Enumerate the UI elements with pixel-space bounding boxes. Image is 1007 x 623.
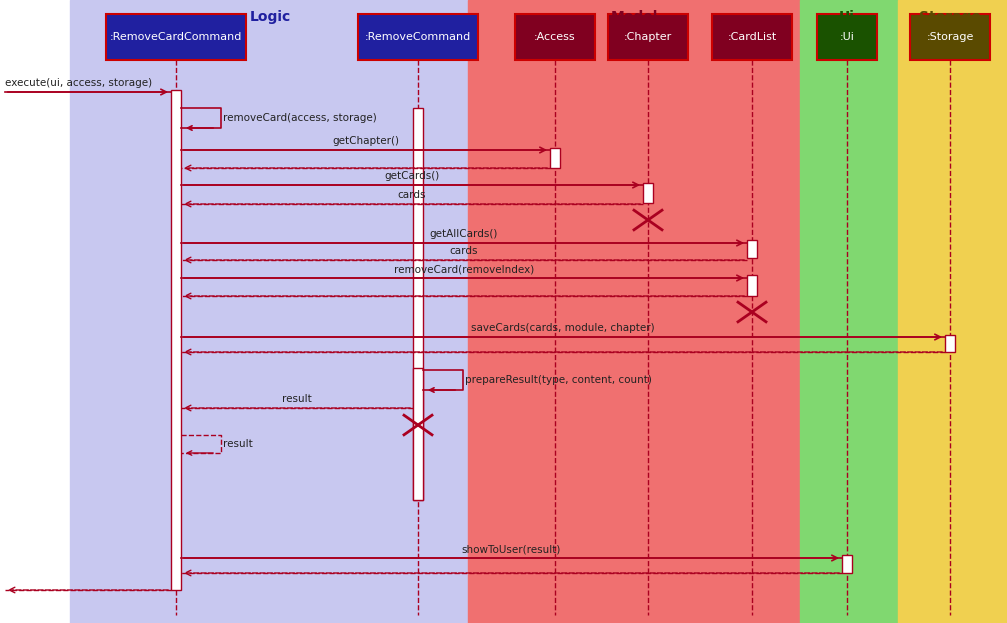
Bar <box>643 183 653 203</box>
Text: :RemoveCardCommand: :RemoveCardCommand <box>110 32 243 42</box>
Bar <box>910 14 990 60</box>
Text: cards: cards <box>450 246 478 256</box>
Text: getCards(): getCards() <box>385 171 440 181</box>
Text: result: result <box>223 439 253 449</box>
Text: getChapter(): getChapter() <box>332 136 399 146</box>
Bar <box>712 14 792 60</box>
Bar <box>817 14 877 60</box>
Text: Model: Model <box>610 10 658 24</box>
Text: Logic: Logic <box>250 10 291 24</box>
Bar <box>747 240 757 258</box>
Text: saveCards(cards, module, chapter): saveCards(cards, module, chapter) <box>471 323 655 333</box>
Bar <box>898 0 1007 623</box>
Text: :Storage: :Storage <box>926 32 974 42</box>
Bar <box>358 14 478 60</box>
Bar <box>171 90 181 590</box>
Bar <box>468 0 800 623</box>
Bar <box>550 148 560 168</box>
Bar <box>945 335 955 352</box>
Text: :Chapter: :Chapter <box>624 32 672 42</box>
Text: removeCard(access, storage): removeCard(access, storage) <box>223 113 377 123</box>
Text: :RemoveCommand: :RemoveCommand <box>365 32 471 42</box>
Text: Ui: Ui <box>839 10 855 24</box>
Text: execute(ui, access, storage): execute(ui, access, storage) <box>5 78 152 88</box>
Bar <box>413 368 423 500</box>
Text: :Access: :Access <box>534 32 576 42</box>
Bar <box>70 0 468 623</box>
Bar <box>842 555 852 573</box>
Text: prepareResult(type, content, count): prepareResult(type, content, count) <box>465 375 652 385</box>
Text: :Ui: :Ui <box>840 32 854 42</box>
Text: :CardList: :CardList <box>727 32 776 42</box>
Bar <box>800 0 898 623</box>
Text: showToUser(result): showToUser(result) <box>462 544 561 554</box>
Bar <box>106 14 246 60</box>
Text: getAllCards(): getAllCards() <box>430 229 498 239</box>
Bar <box>608 14 688 60</box>
Bar <box>413 108 423 500</box>
Bar <box>747 275 757 296</box>
Text: cards: cards <box>398 190 426 200</box>
Text: Storage: Storage <box>919 10 981 24</box>
Text: removeCard(removeIndex): removeCard(removeIndex) <box>394 264 534 274</box>
Text: result: result <box>282 394 312 404</box>
Bar <box>515 14 595 60</box>
